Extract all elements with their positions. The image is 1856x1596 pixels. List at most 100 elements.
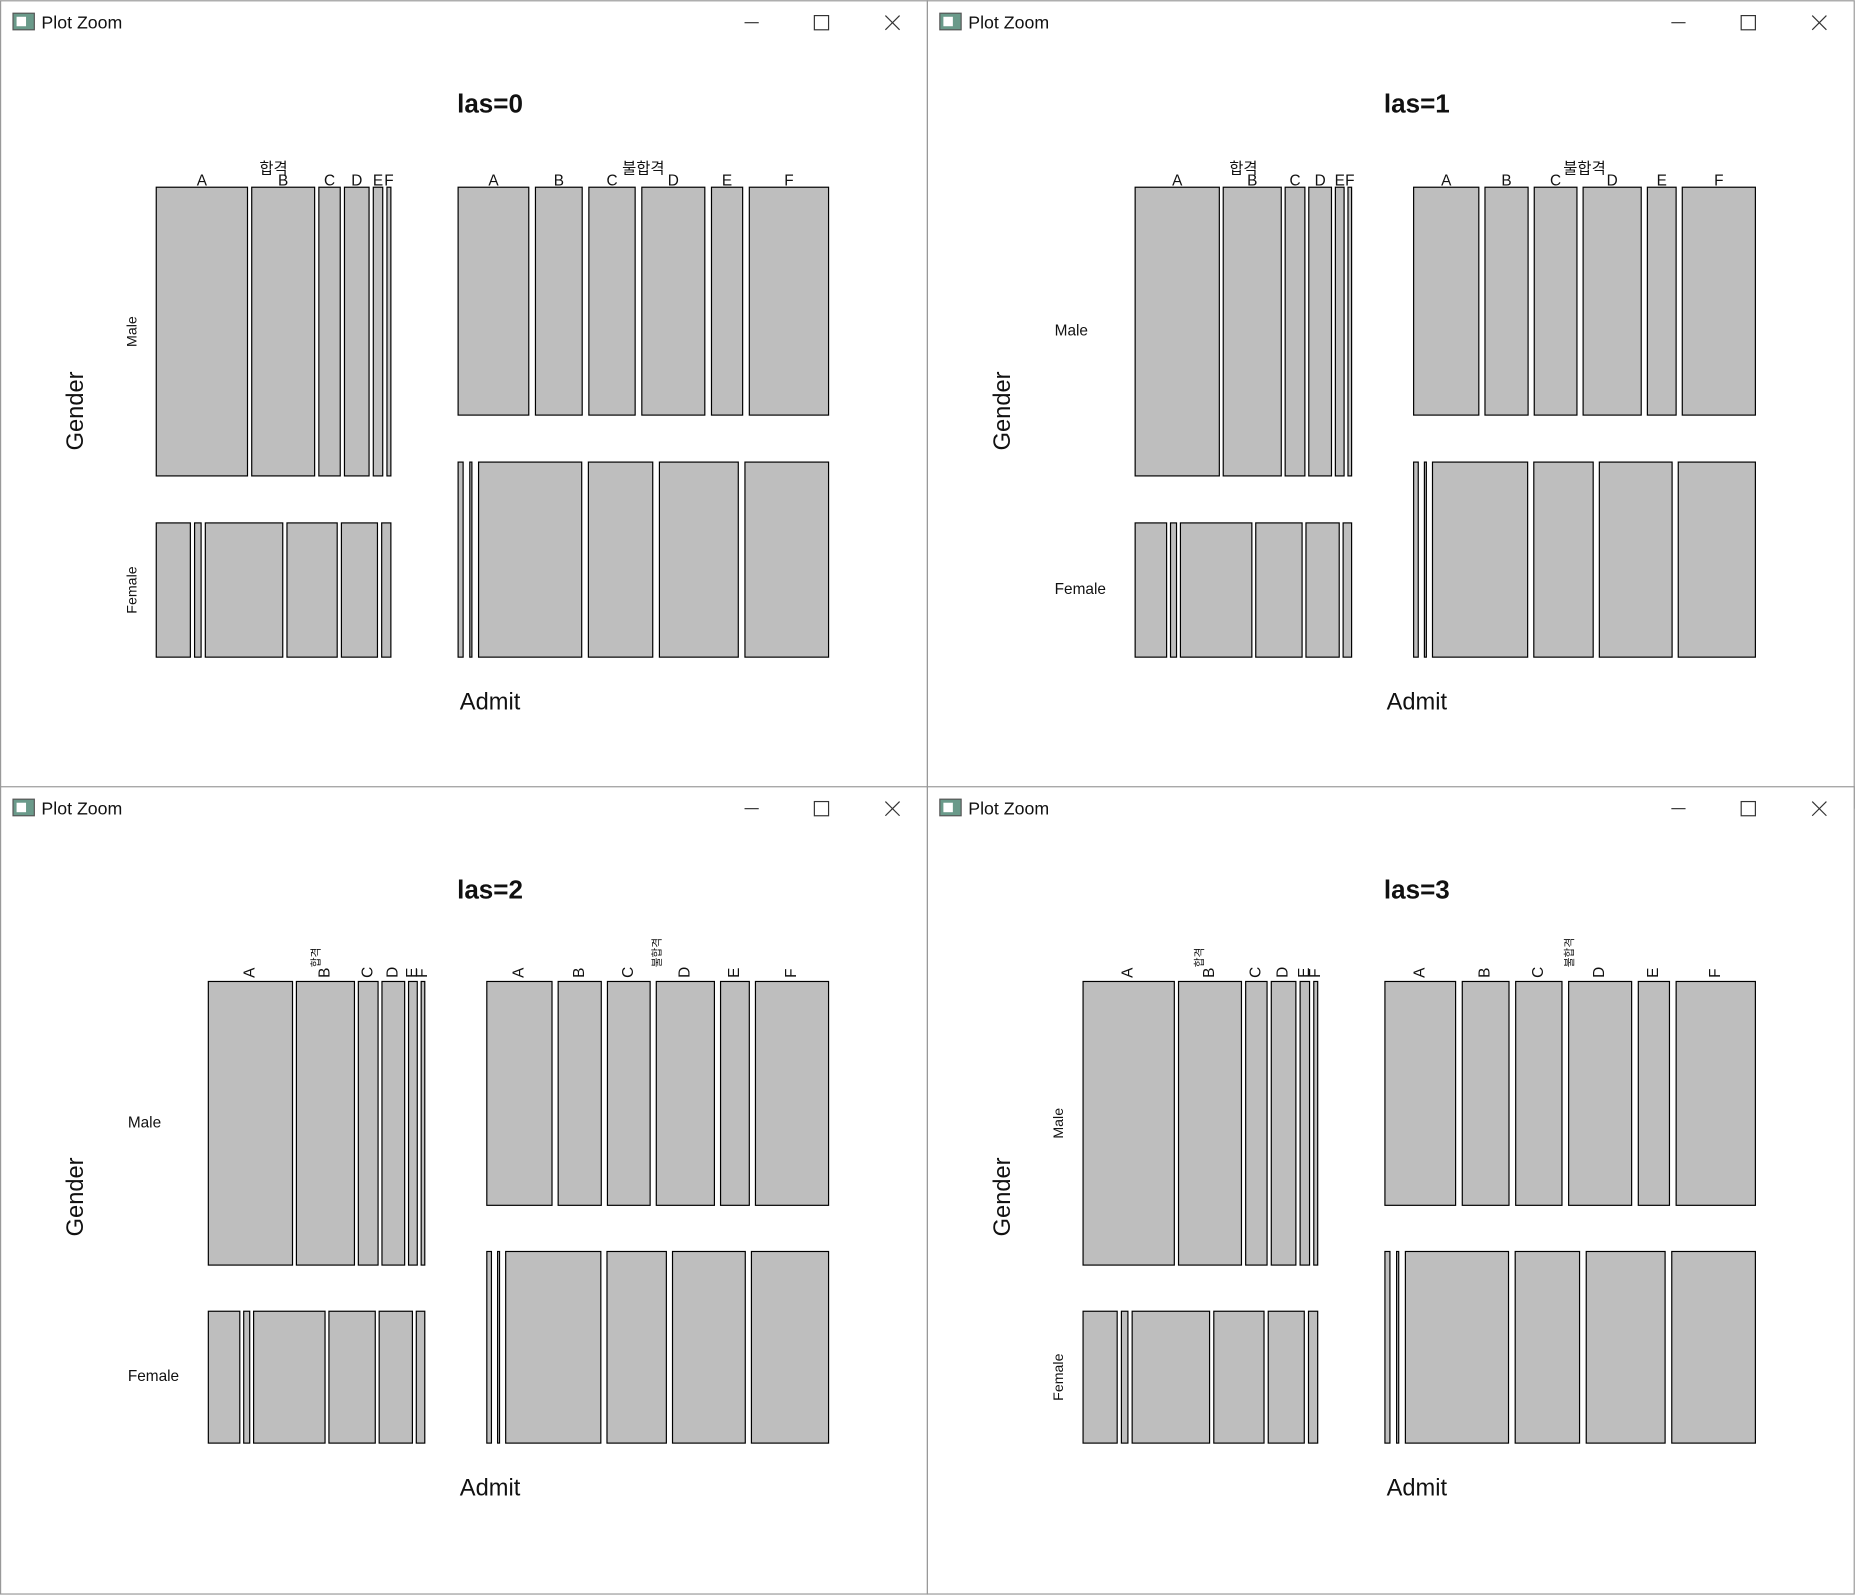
mosaic-tile — [415, 1310, 426, 1444]
dept-label: D — [676, 967, 693, 978]
dept-label: B — [316, 968, 333, 978]
mosaic-tile — [1671, 1250, 1756, 1444]
mosaic-tile — [1423, 461, 1427, 658]
mosaic-tile — [1305, 522, 1340, 658]
window-title: Plot Zoom — [968, 799, 1049, 819]
dept-label: F — [1714, 172, 1723, 189]
dept-label: B — [1247, 172, 1257, 189]
mosaic-tile — [343, 186, 370, 477]
gender-label: Male — [128, 1114, 161, 1131]
mosaic-tile — [1404, 1250, 1510, 1444]
dept-label: F — [1345, 172, 1354, 189]
mosaic-tile — [253, 1310, 326, 1444]
admit-label: 불합격 — [1563, 160, 1605, 178]
mosaic-tile — [719, 980, 750, 1206]
mosaic-tile — [155, 186, 249, 477]
dept-label: C — [620, 967, 637, 978]
mosaic-tile — [1637, 980, 1671, 1206]
mosaic-tile — [1169, 522, 1178, 658]
mosaic-tile — [1585, 1250, 1666, 1444]
mosaic-tile — [1582, 186, 1642, 416]
dept-label: A — [1172, 172, 1183, 189]
dept-label: D — [1591, 967, 1608, 978]
mosaic-tile — [1307, 1310, 1319, 1444]
dept-label: A — [488, 172, 499, 189]
mosaic-tile — [750, 1250, 830, 1444]
mosaic-tile — [1514, 1250, 1581, 1444]
chart-title: las=0 — [457, 88, 523, 118]
mosaic-tile — [1082, 1310, 1118, 1444]
mosaic-tile — [1681, 186, 1756, 416]
x-axis-label: Admit — [460, 690, 521, 716]
dept-label: C — [1247, 967, 1264, 978]
mosaic-tile — [1179, 522, 1253, 658]
mosaic-tile — [386, 186, 392, 477]
mosaic-tile — [486, 980, 553, 1206]
mosaic-tile — [1413, 186, 1480, 416]
mosaic-tile — [486, 1250, 493, 1444]
dept-label: B — [571, 968, 588, 978]
maximize-button[interactable] — [1740, 15, 1756, 31]
close-button[interactable] — [884, 801, 901, 817]
dept-label: A — [197, 172, 208, 189]
maximize-button[interactable] — [1740, 800, 1756, 817]
dept-label: F — [414, 969, 431, 978]
window-title: Plot Zoom — [968, 13, 1049, 33]
dept-label: F — [1307, 969, 1324, 978]
dept-label: D — [1607, 172, 1618, 189]
mosaic-tile — [381, 980, 406, 1266]
mosaic-tile — [155, 522, 191, 658]
mosaic-tile — [1568, 980, 1633, 1206]
x-axis-label: Admit — [460, 1476, 521, 1502]
dept-label: F — [1707, 969, 1724, 978]
gender-label: Female — [124, 566, 140, 613]
window-icon-inner — [943, 16, 953, 27]
dept-label: A — [241, 967, 258, 978]
dept-label: A — [1411, 967, 1428, 978]
window-icon-inner — [16, 802, 27, 813]
mosaic-tile — [641, 186, 706, 416]
dept-label: E — [1296, 968, 1313, 978]
dept-label: B — [1201, 968, 1218, 978]
mosaic-tile — [1413, 461, 1419, 658]
window-title: Plot Zoom — [41, 13, 122, 33]
y-axis-label: Gender — [63, 371, 89, 450]
window-icon-inner — [16, 16, 27, 27]
dept-label: C — [324, 172, 335, 189]
mosaic-tile — [1484, 186, 1529, 416]
mosaic-tile — [1675, 980, 1756, 1206]
gender-label: Female — [1055, 581, 1106, 598]
gender-label: Male — [1051, 1108, 1067, 1139]
close-button[interactable] — [1811, 15, 1827, 31]
admit-label: 불합격 — [622, 160, 664, 178]
mosaic-tile — [207, 1310, 241, 1444]
dept-label: C — [1530, 967, 1547, 978]
mosaic-tile — [457, 186, 530, 416]
admit-label: 합격 — [1193, 948, 1206, 968]
dept-label: E — [1657, 172, 1667, 189]
dept-label: E — [1645, 968, 1662, 978]
dept-label: F — [784, 172, 793, 189]
close-button[interactable] — [1811, 801, 1827, 817]
mosaic-tile — [286, 522, 338, 658]
mosaic-tile — [505, 1250, 602, 1444]
mosaic-tile — [1646, 186, 1677, 416]
mosaic-tile — [1396, 1250, 1400, 1444]
gender-label: Female — [1051, 1353, 1067, 1400]
dept-label: A — [1441, 172, 1452, 189]
maximize-button[interactable] — [813, 800, 830, 817]
dept-label: C — [606, 172, 617, 189]
mosaic-tile — [588, 186, 636, 416]
mosaic-tile — [1177, 980, 1243, 1266]
maximize-button[interactable] — [813, 15, 830, 31]
mosaic-tile — [318, 186, 341, 477]
mosaic-tile — [671, 1250, 746, 1444]
mosaic-tile — [606, 980, 651, 1206]
mosaic-tile — [1533, 461, 1594, 658]
dept-label: D — [1315, 172, 1326, 189]
mosaic-tile — [587, 461, 654, 658]
dept-label: D — [384, 967, 401, 978]
chart-title: las=2 — [457, 874, 523, 904]
close-button[interactable] — [884, 15, 901, 31]
mosaic-tile — [744, 461, 830, 658]
